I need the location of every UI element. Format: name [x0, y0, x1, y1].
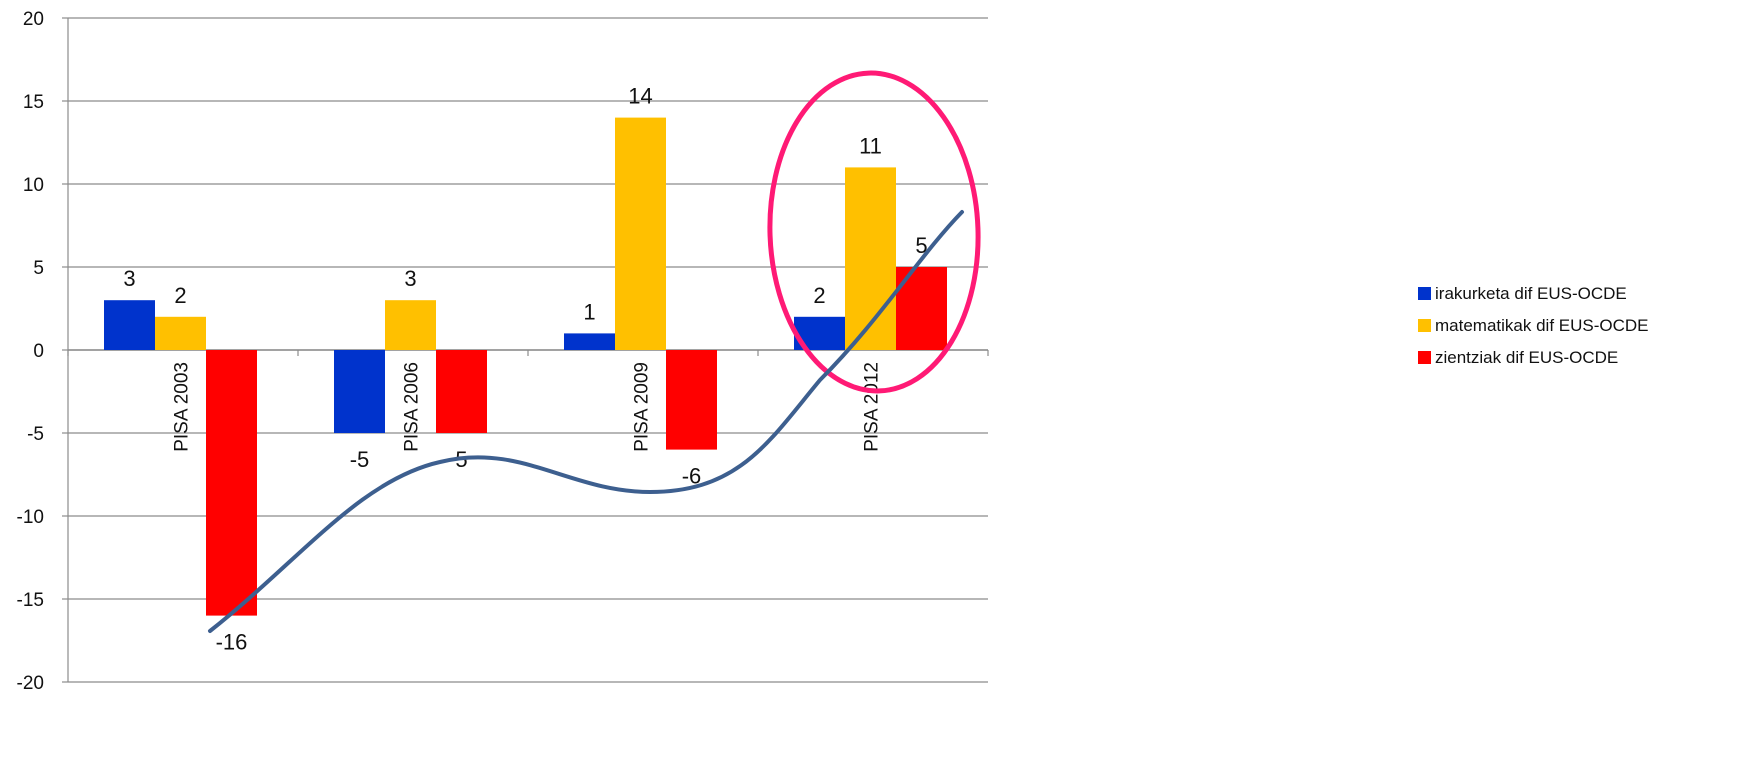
y-tick-label: -5 — [27, 424, 44, 445]
legend-item-zientziak: zientziak dif EUS-OCDE — [1418, 346, 1748, 369]
bars — [104, 117, 947, 616]
category-labels: PISA 2003 PISA 2006 PISA 2009 PISA 2012 — [172, 362, 883, 452]
bar-matematikak-pisa-2012 — [845, 167, 896, 350]
legend-item-matematikak: matematikak dif EUS-OCDE — [1418, 314, 1748, 337]
y-tick-label: 5 — [33, 258, 44, 279]
bar-zientziak-pisa-2009 — [666, 350, 717, 450]
data-label: -6 — [682, 464, 702, 489]
bar-matematikak-pisa-2009 — [615, 117, 666, 350]
bar-irakurketa-pisa-2006 — [334, 350, 385, 433]
data-label: 14 — [628, 84, 652, 109]
data-label: 3 — [123, 266, 135, 291]
y-tick-label: -10 — [17, 507, 44, 528]
y-tick-label: 20 — [23, 9, 44, 30]
trend-curve — [208, 210, 964, 633]
data-label: 11 — [859, 133, 882, 158]
data-label: 1 — [583, 299, 595, 324]
bar-zientziak-pisa-2006 — [436, 350, 487, 433]
bar-irakurketa-pisa-2009 — [564, 333, 615, 350]
highlight-ellipse — [767, 70, 981, 394]
legend-item-irakurketa: irakurketa dif EUS-OCDE — [1418, 282, 1748, 305]
legend: irakurketa dif EUS-OCDE matematikak dif … — [1418, 282, 1748, 378]
bar-irakurketa-pisa-2003 — [104, 300, 155, 350]
data-label: 5 — [915, 233, 927, 258]
data-label: -5 — [350, 447, 370, 472]
category-label: PISA 2003 — [172, 362, 193, 452]
y-tick-label: 10 — [23, 175, 44, 196]
data-label: 3 — [404, 266, 416, 291]
legend-label-matematikak: matematikak dif EUS-OCDE — [1435, 315, 1649, 335]
legend-label-zientziak: zientziak dif EUS-OCDE — [1435, 347, 1619, 367]
annotations — [208, 70, 981, 633]
data-label: -16 — [216, 630, 248, 655]
data-label: 2 — [174, 283, 186, 308]
y-tick-label: 15 — [23, 92, 44, 113]
y-tick-label: -15 — [17, 590, 44, 611]
bar-zientziak-pisa-2003 — [206, 350, 257, 616]
legend-label-irakurketa: irakurketa dif EUS-OCDE — [1435, 283, 1627, 303]
category-label: PISA 2009 — [632, 362, 653, 452]
category-label: PISA 2006 — [402, 362, 423, 452]
legend-swatch-irakurketa — [1418, 287, 1431, 300]
bar-matematikak-pisa-2006 — [385, 300, 436, 350]
legend-swatch-zientziak — [1418, 351, 1431, 364]
legend-swatch-matematikak — [1418, 319, 1431, 332]
category-label: PISA 2012 — [862, 362, 883, 452]
bar-matematikak-pisa-2003 — [155, 316, 206, 350]
y-tick-label: -20 — [17, 673, 44, 694]
data-label: 2 — [813, 283, 825, 308]
y-tick-label: 0 — [33, 341, 44, 362]
